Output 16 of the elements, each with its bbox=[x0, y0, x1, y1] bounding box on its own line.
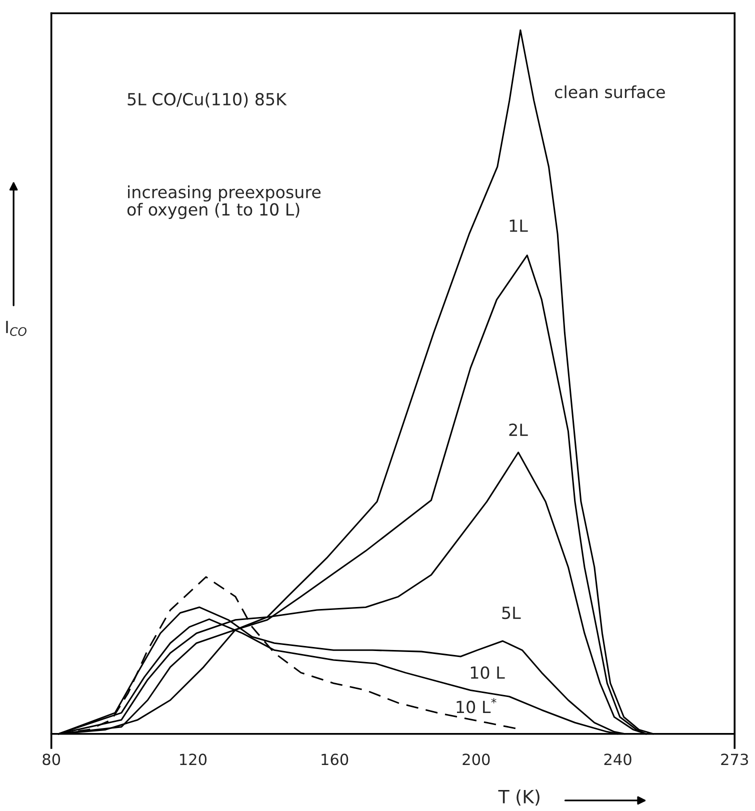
annotation: increasing preexposure of oxygen (1 to 10 L) bbox=[127, 185, 321, 219]
annotation: 5L CO/Cu(110) 85K bbox=[128, 92, 287, 108]
series-label: 10 L bbox=[470, 666, 505, 679]
series-label: 1L bbox=[510, 220, 528, 232]
x-tick-label: 80 bbox=[42, 754, 60, 766]
x-tick-label: 240 bbox=[604, 754, 632, 766]
x-tick-label: 120 bbox=[180, 754, 207, 766]
series-label: 2L bbox=[509, 424, 528, 436]
y-axis-title: I$_{CO}$ bbox=[6, 320, 26, 336]
x-tick-label: 273 bbox=[721, 754, 748, 766]
x-tick-label: 160 bbox=[322, 754, 348, 766]
series-label: 5L bbox=[502, 606, 521, 620]
series-label: 10 L$^{*}$ bbox=[456, 698, 496, 714]
series-label: clean surface bbox=[554, 85, 665, 98]
x-tick-label: 200 bbox=[462, 754, 490, 766]
x-axis-title: T (K) bbox=[498, 789, 540, 806]
